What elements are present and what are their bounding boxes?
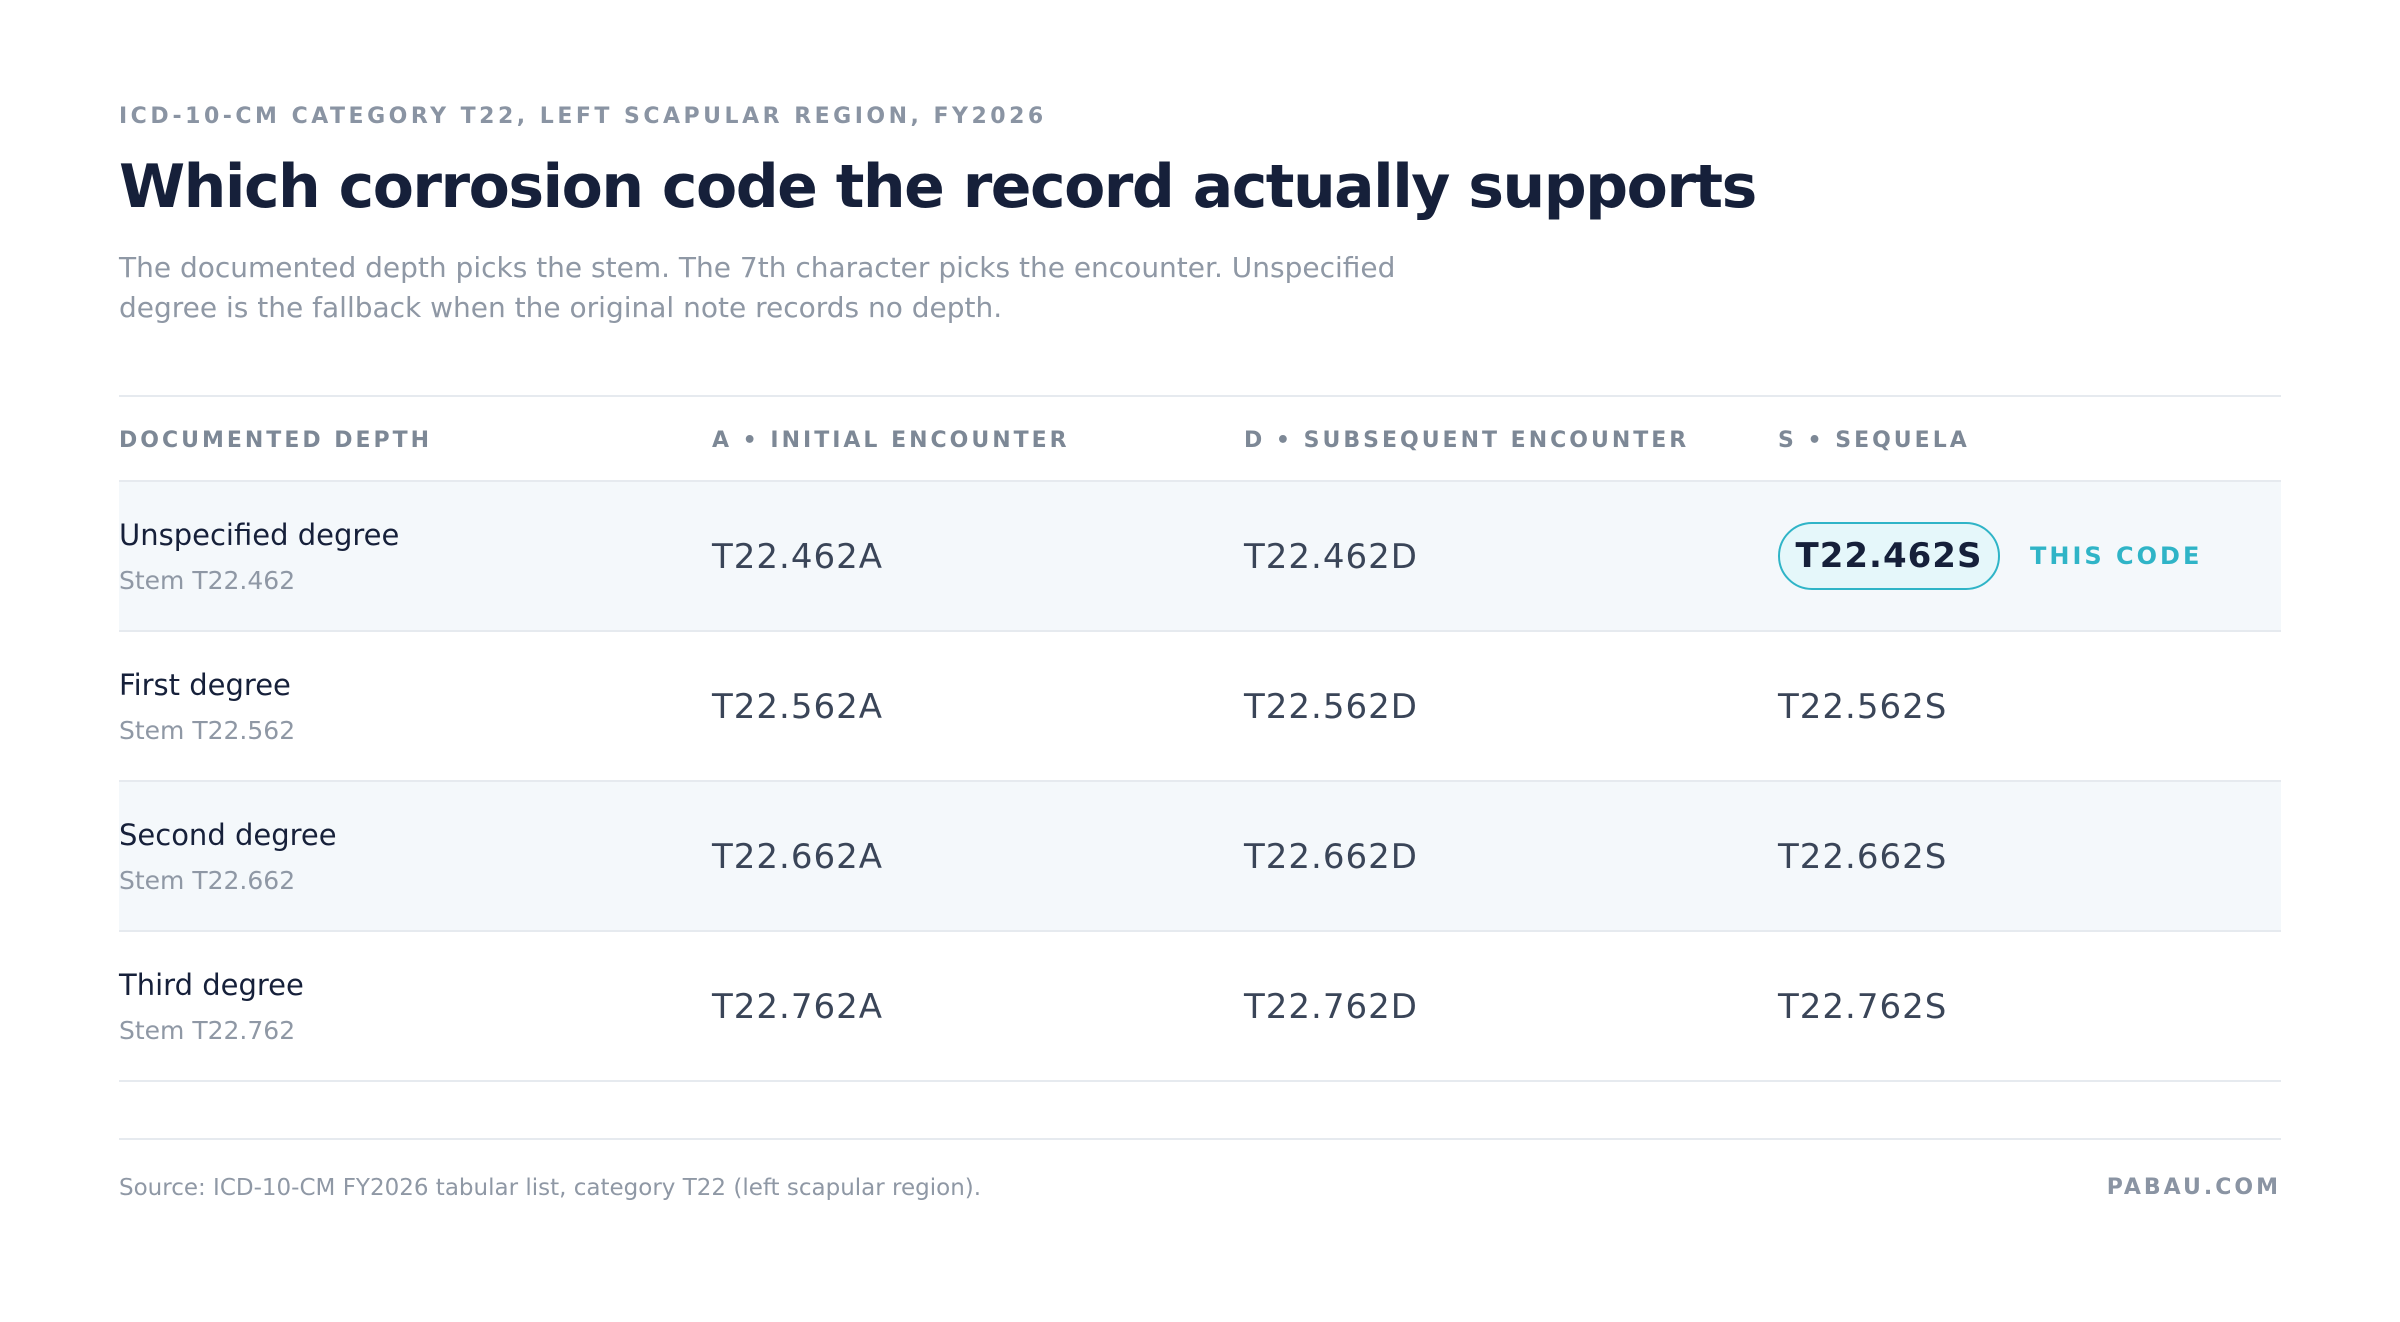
row-label: Third degree: [119, 968, 304, 1002]
code: T22.562D: [1244, 687, 1418, 727]
table-row: Unspecified degree Stem T22.462 T22.462A T2…: [119, 482, 2281, 632]
column-header: S • SEQUELA: [1778, 428, 1970, 453]
code: T22.762D: [1244, 987, 1418, 1027]
row-stem: Stem T22.562: [119, 716, 296, 745]
code: T22.462D: [1244, 537, 1418, 577]
code: T22.562S: [1778, 687, 1948, 727]
subtitle: The documented depth picks the stem. The…: [119, 251, 1396, 324]
code: T22.562A: [712, 687, 883, 727]
table-row: First degree Stem T22.562 T22.562A T22.562D…: [119, 632, 2281, 782]
code: T22.462A: [712, 537, 883, 577]
code-badge: THIS CODE: [2030, 542, 2203, 570]
column-header: DOCUMENTED DEPTH: [119, 428, 433, 453]
row-label: Second degree: [119, 818, 337, 852]
column-header: D • SUBSEQUENT ENCOUNTER: [1244, 428, 1690, 453]
row-stem: Stem T22.662: [119, 866, 296, 895]
code: T22.662S: [1778, 837, 1948, 877]
divider: [119, 480, 2281, 482]
eyebrow: ICD-10-CM CATEGORY T22, LEFT SCAPULAR RE…: [119, 104, 1047, 129]
row-stem: Stem T22.462: [119, 566, 296, 595]
title: Which corrosion code the record actually…: [119, 152, 1757, 222]
brand: PABAU.COM: [2106, 1175, 2281, 1200]
row-label: First degree: [119, 668, 291, 702]
selected-code: T22.462S: [1778, 522, 2000, 590]
table-row: Third degree Stem T22.762 T22.762A T22.762D…: [119, 932, 2281, 1082]
source: Source: ICD-10-CM FY2026 tabular list, c…: [119, 1175, 982, 1201]
column-header: A • INITIAL ENCOUNTER: [712, 428, 1070, 453]
table-row: Second degree Stem T22.662 T22.662A T22.662…: [119, 782, 2281, 932]
row-label: Unspecified degree: [119, 518, 400, 552]
row-stem: Stem T22.762: [119, 1016, 296, 1045]
divider: [119, 395, 2281, 397]
code: T22.762A: [712, 987, 883, 1027]
code: T22.762S: [1778, 987, 1948, 1027]
code: T22.662A: [712, 837, 883, 877]
code: T22.662D: [1244, 837, 1418, 877]
divider: [119, 1138, 2281, 1140]
